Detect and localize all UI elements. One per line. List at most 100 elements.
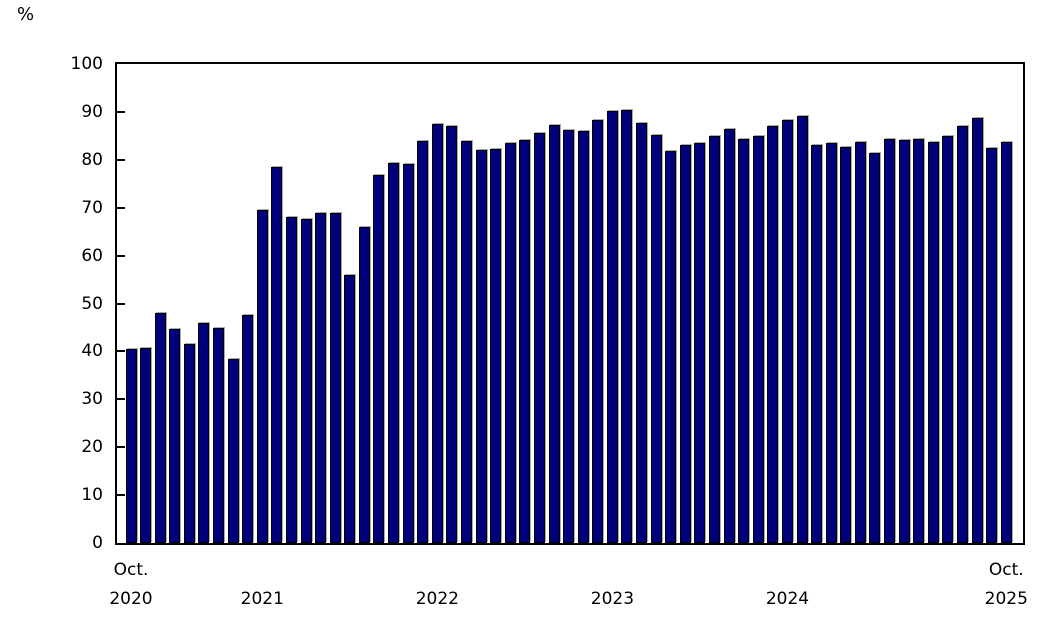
bar	[927, 142, 939, 543]
x-axis-label: 2023	[552, 556, 672, 614]
bar	[388, 163, 400, 543]
bar	[183, 344, 195, 543]
y-axis-tick	[117, 302, 125, 305]
bar	[154, 313, 166, 543]
bar	[402, 164, 414, 543]
bar	[592, 120, 604, 543]
bar	[854, 142, 866, 543]
bar	[738, 139, 750, 543]
bar	[694, 143, 706, 543]
x-axis-label-month	[727, 556, 847, 585]
bar	[781, 120, 793, 543]
bar	[679, 145, 691, 543]
bar	[723, 129, 735, 543]
bar	[665, 151, 677, 543]
x-axis-label-year: 2025	[984, 589, 1028, 609]
y-axis-tick	[117, 494, 125, 497]
bar	[548, 125, 560, 543]
x-axis-label: 2024	[727, 556, 847, 614]
bar	[606, 111, 618, 543]
y-axis-label: 30	[81, 389, 103, 410]
y-axis-label: 10	[81, 485, 103, 506]
bar	[796, 116, 808, 543]
bar	[490, 149, 502, 543]
y-axis-label: 90	[81, 101, 103, 122]
y-axis-unit-label: %	[17, 4, 35, 25]
bar	[971, 118, 983, 543]
bar	[417, 141, 429, 543]
y-axis-tick	[117, 254, 125, 257]
x-axis-label-month	[202, 556, 322, 585]
bar	[475, 150, 487, 543]
bar	[198, 323, 210, 543]
y-axis-label: 50	[81, 293, 103, 314]
bar	[256, 210, 268, 543]
bar	[315, 213, 327, 543]
bar	[563, 130, 575, 543]
x-axis-label-month: Oct.	[988, 560, 1024, 580]
x-axis-label-month	[552, 556, 672, 585]
bar	[300, 219, 312, 543]
bar	[461, 141, 473, 543]
bar	[446, 126, 458, 543]
bar	[169, 329, 181, 543]
x-axis-label-year: 2023	[590, 589, 635, 609]
x-axis-labels: Oct. 2020 2021 2022 2023 2024 Oct. 2025	[109, 556, 1028, 626]
bar	[752, 136, 764, 543]
y-axis-tick	[117, 158, 125, 161]
bar	[650, 135, 662, 543]
y-axis-label: 100	[70, 54, 103, 74]
bar	[329, 213, 341, 543]
bar	[898, 140, 910, 543]
y-axis-tick	[117, 350, 125, 353]
bar	[767, 126, 779, 543]
bar	[577, 131, 589, 543]
y-axis-label: 0	[92, 533, 103, 553]
y-axis-tick	[117, 398, 125, 401]
x-axis-label: Oct. 2025	[946, 556, 1062, 614]
bar	[533, 133, 545, 543]
bar	[913, 139, 925, 543]
y-axis-tick	[117, 206, 125, 209]
bar	[285, 217, 297, 543]
bar	[811, 145, 823, 543]
x-axis-label: 2021	[202, 556, 322, 614]
bar	[344, 275, 356, 543]
bar	[840, 147, 852, 543]
y-axis-tick	[117, 110, 125, 113]
x-axis-label-year: 2020	[109, 589, 153, 609]
bar	[884, 139, 896, 543]
plot-area	[115, 62, 1025, 545]
bar	[957, 126, 969, 543]
x-axis-label: 2022	[377, 556, 497, 614]
y-axis-label: 70	[81, 197, 103, 218]
x-axis-label-month: Oct.	[113, 560, 149, 580]
bar	[431, 124, 443, 543]
x-axis-label-year: 2021	[240, 589, 284, 609]
bar	[519, 140, 531, 543]
bar	[504, 143, 516, 543]
bar	[271, 167, 283, 543]
bar	[825, 143, 837, 543]
bar	[358, 227, 370, 543]
bar	[636, 123, 648, 543]
bar	[373, 175, 385, 543]
x-axis-label-year: 2024	[765, 589, 810, 609]
bar	[1000, 142, 1012, 543]
x-axis-label-month	[377, 556, 497, 585]
bar	[621, 110, 633, 543]
bar	[242, 315, 254, 543]
bar	[125, 349, 137, 543]
y-axis-label: 40	[81, 341, 103, 362]
bar	[227, 359, 239, 543]
x-axis-label-year: 2022	[415, 589, 459, 609]
bar	[869, 153, 881, 543]
bar	[942, 136, 954, 543]
bar	[709, 136, 721, 543]
bar	[140, 348, 152, 543]
y-axis-label: 60	[81, 245, 103, 266]
bar	[213, 328, 225, 543]
bar	[986, 148, 998, 543]
y-axis-label: 20	[81, 437, 103, 458]
